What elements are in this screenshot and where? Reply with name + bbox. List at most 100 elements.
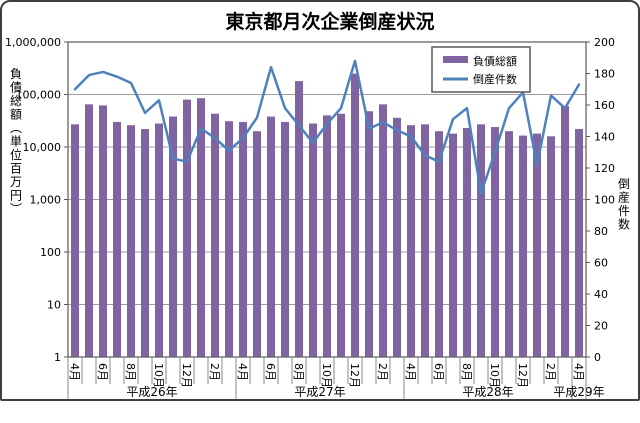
month-label: 10月 — [488, 363, 501, 388]
left-axis-tick-label: 100,000 — [16, 89, 62, 102]
right-axis-tick-label: 0 — [594, 351, 601, 364]
bar — [197, 98, 205, 357]
year-label: 平成28年 — [462, 385, 513, 399]
year-label: 平成27年 — [294, 385, 345, 399]
left-axis-title: 負 — [10, 67, 22, 81]
month-label: 2月 — [376, 363, 389, 381]
bar — [505, 131, 513, 357]
bar — [365, 111, 373, 357]
bar — [267, 116, 275, 357]
bar — [155, 123, 163, 357]
bar — [379, 104, 387, 357]
bar — [169, 116, 177, 357]
bar — [309, 123, 317, 357]
legend-line-label: 倒産件数 — [473, 73, 517, 86]
bar — [141, 129, 149, 357]
trend-line — [73, 59, 581, 195]
right-axis-tick-label: 180 — [594, 68, 615, 81]
month-label: 2月 — [544, 363, 557, 381]
bar — [71, 124, 79, 358]
month-label: 12月 — [180, 363, 193, 388]
chart-title: 東京都月次企業倒産状況 — [225, 10, 434, 33]
right-axis-title: 産 — [618, 190, 630, 205]
left-axis-title: 総 — [10, 94, 22, 108]
month-label: 4月 — [236, 363, 249, 381]
bar — [463, 128, 471, 357]
bar — [281, 121, 289, 357]
bar — [337, 113, 345, 357]
bar — [533, 133, 541, 357]
bar — [393, 117, 401, 357]
right-axis-title: 数 — [618, 217, 630, 232]
month-label: 2月 — [208, 363, 221, 381]
left-axis-title: ︶ — [10, 202, 22, 216]
legend-box — [431, 46, 531, 93]
left-axis-tick-label: 10,000 — [23, 141, 62, 154]
month-label: 12月 — [516, 363, 529, 388]
bar — [127, 125, 135, 357]
left-axis-title: 額 — [10, 108, 22, 122]
bar — [491, 127, 499, 357]
bar-series-swatch-icon — [443, 56, 468, 63]
bar — [477, 124, 485, 358]
bar — [113, 121, 121, 357]
bar — [519, 135, 527, 357]
left-axis-title: ︵ — [10, 121, 22, 135]
month-label: 6月 — [432, 363, 445, 381]
bar — [85, 104, 93, 357]
bar — [323, 115, 331, 358]
left-axis-title: 万 — [10, 175, 22, 189]
left-axis-title: 円 — [10, 189, 22, 203]
left-axis-tick-label: 10 — [47, 299, 61, 312]
bar — [575, 129, 583, 357]
right-axis-tick-label: 140 — [594, 131, 615, 144]
left-axis-title: 債 — [10, 80, 22, 95]
bar — [225, 121, 233, 357]
left-axis-title: 単 — [10, 135, 22, 149]
right-axis-tick-label: 160 — [594, 99, 615, 112]
left-axis-title: 位 — [10, 147, 22, 162]
bar — [435, 131, 443, 357]
legend: 負債総額 倒産件数 — [431, 46, 531, 93]
right-axis-title: 倒 — [618, 177, 630, 191]
year-label: 平成29年 — [553, 385, 604, 399]
year-label: 平成26年 — [126, 385, 177, 399]
left-axis-tick-label: 1 — [54, 351, 61, 364]
left-axis-tick-label: 1,000 — [30, 194, 62, 207]
right-axis-tick-label: 120 — [594, 162, 615, 175]
right-axis-tick-label: 100 — [594, 194, 615, 207]
month-label: 10月 — [320, 363, 333, 388]
legend-bar-label: 負債総額 — [473, 54, 517, 68]
bar — [239, 121, 247, 357]
month-label: 6月 — [264, 363, 277, 381]
month-label: 6月 — [96, 363, 109, 381]
bar — [253, 131, 261, 357]
right-axis-tick-label: 20 — [594, 320, 608, 333]
right-axis-tick-label: 80 — [594, 225, 608, 238]
right-axis-tick-label: 60 — [594, 257, 608, 270]
month-label: 4月 — [68, 363, 81, 381]
left-axis-tick-label: 100 — [40, 246, 61, 259]
bar — [183, 99, 191, 358]
left-axis-tick-label: 1,000,000 — [5, 36, 61, 49]
month-label: 4月 — [404, 363, 417, 381]
bar — [449, 133, 457, 357]
bar — [421, 124, 429, 358]
month-label: 8月 — [460, 363, 473, 381]
bar — [561, 106, 569, 357]
bar — [547, 136, 555, 357]
right-axis-tick-label: 40 — [594, 288, 608, 301]
right-axis-title: 件 — [618, 204, 630, 218]
plot-area: 1 10 100 1,000 10,000 100,000 1,000,000 0 20 40 60… — [5, 36, 630, 399]
right-axis-tick-label: 200 — [594, 36, 615, 49]
month-label: 4月 — [572, 363, 585, 381]
bar — [99, 105, 107, 357]
month-label: 8月 — [124, 363, 137, 381]
bar — [211, 113, 219, 357]
bar — [351, 73, 359, 357]
month-label: 12月 — [348, 363, 361, 388]
month-label: 8月 — [292, 363, 305, 381]
left-axis-title: 百 — [10, 162, 22, 176]
